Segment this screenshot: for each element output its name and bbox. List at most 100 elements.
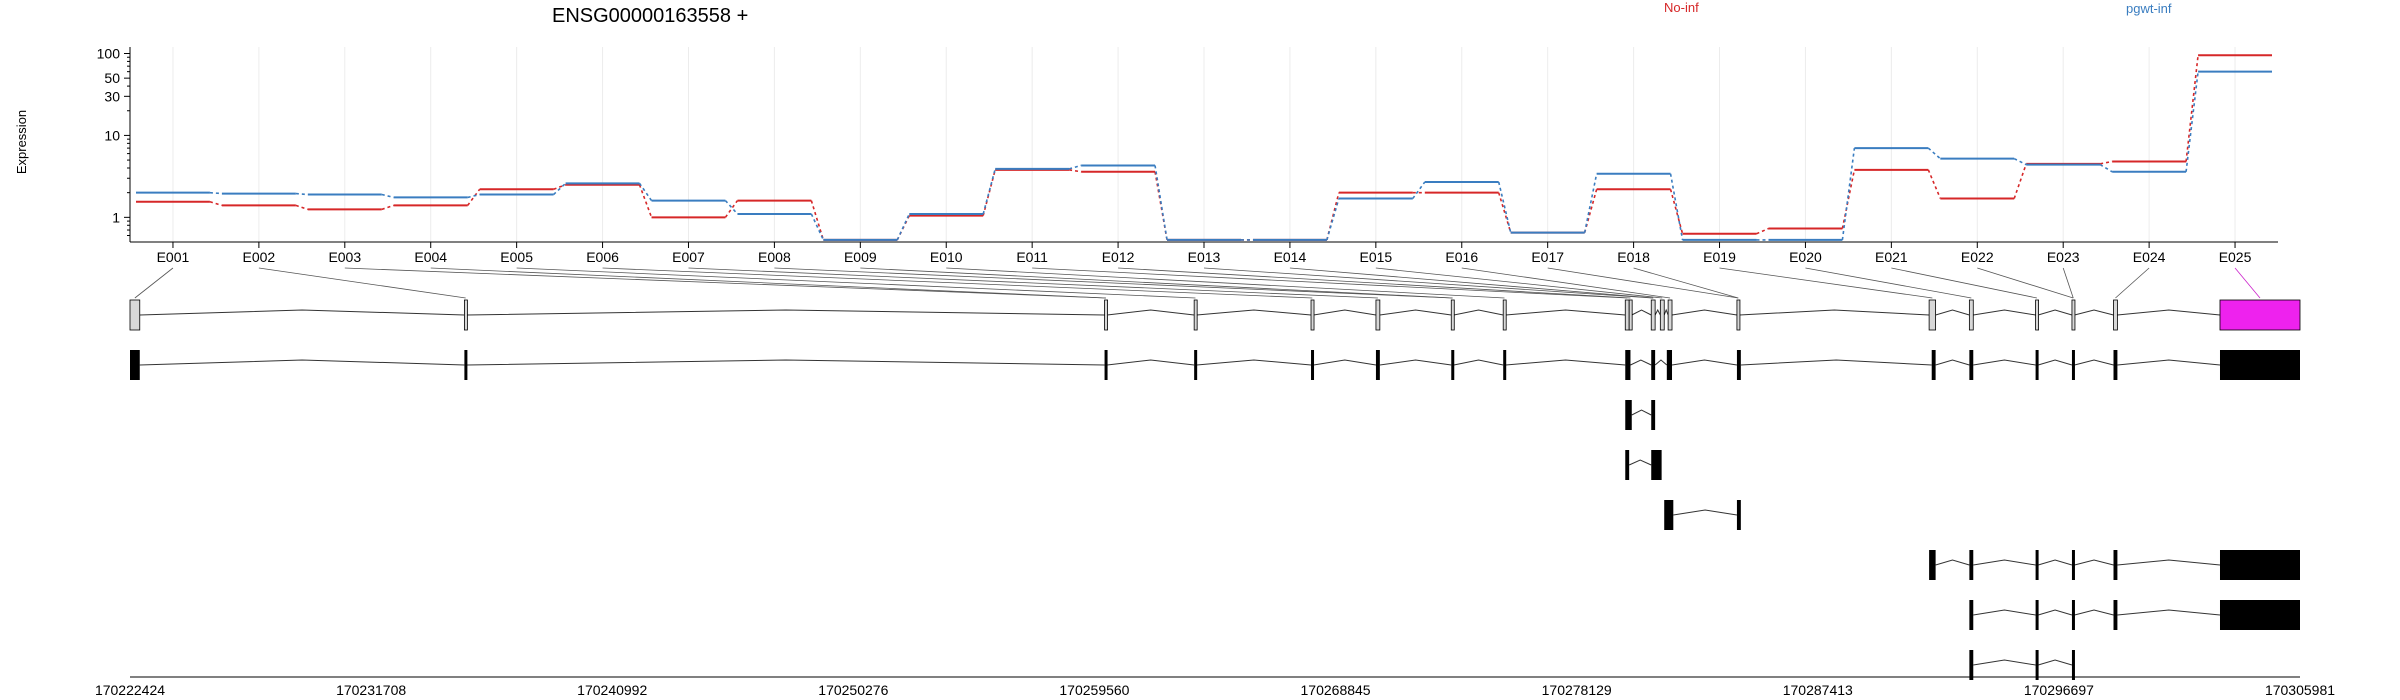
exon-block: [463, 299, 468, 331]
x-tick-label: E003: [328, 249, 361, 265]
exon-block: [1311, 350, 1315, 380]
genomic-tick-label: 170240992: [577, 682, 647, 698]
exon-block: [2071, 299, 2076, 331]
intron-line: [1379, 309, 1452, 316]
intron-line: [1631, 309, 1652, 316]
genomic-tick-label: 170250276: [818, 682, 888, 698]
exon-link-line: [1891, 267, 2037, 299]
intron-line: [466, 359, 1105, 366]
exon-block: [130, 350, 140, 380]
x-tick-label: E025: [2219, 249, 2252, 265]
intron-line: [1313, 309, 1377, 316]
exon-block: [1736, 299, 1741, 331]
exon-block: [2219, 600, 2300, 630]
exon-block: [464, 350, 468, 380]
x-tick-label: E015: [1359, 249, 1392, 265]
exon-block: [1624, 299, 1630, 331]
x-tick-label: E005: [500, 249, 533, 265]
series-connector: [810, 213, 825, 241]
exon-link-line: [516, 267, 1196, 299]
y-tick-label: 100: [97, 45, 121, 61]
intron-line: [1973, 659, 2036, 666]
x-tick-label: E024: [2133, 249, 2166, 265]
intron-line: [1505, 359, 1626, 366]
transcript-2: [1625, 400, 1656, 430]
exon-block: [1664, 500, 1674, 530]
intron-line: [2074, 359, 2114, 366]
exon-link-line: [1805, 267, 1972, 299]
exon-link-line: [1977, 267, 2074, 299]
series-connector: [1927, 147, 1941, 160]
exon-link-line: [1118, 267, 1631, 299]
x-tick-label: E008: [758, 249, 791, 265]
exon-block: [1969, 550, 1974, 580]
exon-block: [1628, 299, 1633, 331]
transcript-6: [1969, 600, 2300, 630]
genomic-tick-label: 170259560: [1059, 682, 1129, 698]
x-tick-label: E017: [1531, 249, 1564, 265]
exon-block: [1194, 350, 1198, 380]
series-connector: [381, 204, 395, 211]
exon-block: [2035, 650, 2039, 680]
intron-line: [1631, 409, 1652, 416]
exon-block: [1666, 350, 1673, 380]
series-connector: [2013, 163, 2027, 199]
intron-line: [139, 309, 465, 316]
series-pgwt-inf: [136, 70, 2272, 241]
series-connector: [1841, 169, 1856, 229]
genomic-tick-label: 170305981: [2265, 682, 2335, 698]
genomic-tick-label: 170278129: [1542, 682, 1612, 698]
exon-block: [1502, 299, 1507, 331]
exon-block: [1968, 299, 1974, 331]
exon-link-line: [1461, 267, 1671, 299]
series-connector: [810, 200, 825, 241]
series-connector: [1068, 169, 1082, 173]
x-tick-label: E010: [930, 249, 963, 265]
intron-line: [1453, 359, 1504, 366]
intron-line: [1379, 359, 1452, 366]
chart-title: ENSG00000163558 +: [552, 5, 748, 27]
exon-block: [1736, 350, 1741, 380]
exon-block: [2113, 600, 2118, 630]
exon-block: [2219, 550, 2300, 580]
x-tick-label: E006: [586, 249, 619, 265]
genomic-axis: 170222424 170231708 170240992 170250276 1702…: [95, 676, 2335, 698]
series-connector: [896, 213, 911, 241]
genomic-tick-label: 170231708: [336, 682, 406, 698]
intron-line: [1973, 609, 2036, 616]
y-axis-label: Expression: [14, 110, 29, 174]
exon-block: [1659, 299, 1665, 331]
exon-link-line: [1032, 267, 1628, 299]
series-connector: [2185, 71, 2199, 172]
exon-link-line: [2234, 267, 2261, 299]
exon-block: [1625, 350, 1631, 380]
exon-link-line: [1547, 267, 1739, 299]
series-connector: [381, 193, 394, 199]
exon-block: [2035, 600, 2039, 630]
exon-block: [1310, 299, 1315, 331]
exon-link-line: [1633, 267, 1739, 299]
exon-block: [1651, 450, 1662, 480]
intron-line: [2074, 559, 2114, 566]
intron-line: [1673, 509, 1738, 516]
exon-block: [1650, 299, 1656, 331]
intron-line: [1671, 359, 1738, 366]
exon-link-line: [258, 267, 466, 299]
exon-block: [1667, 299, 1673, 331]
x-tick-label: E021: [1875, 249, 1908, 265]
exon-link-line: [1375, 267, 1663, 299]
exon-block: [2113, 350, 2118, 380]
genomic-tick-label: 170268845: [1301, 682, 1371, 698]
x-tick-label: E001: [157, 249, 190, 265]
intron-line: [1196, 309, 1312, 316]
y-tick-label: 10: [104, 127, 120, 143]
series-connector: [1412, 181, 1426, 199]
x-tick-label: E002: [243, 249, 276, 265]
transcript-5: [1929, 550, 2300, 580]
legend-no-inf: No-inf: [1664, 0, 1699, 15]
exon-block: [1503, 350, 1507, 380]
genomic-tick-label: 170296697: [2024, 682, 2094, 698]
transcript-4: [1664, 500, 1741, 530]
x-tick-label: E011: [1016, 249, 1048, 265]
